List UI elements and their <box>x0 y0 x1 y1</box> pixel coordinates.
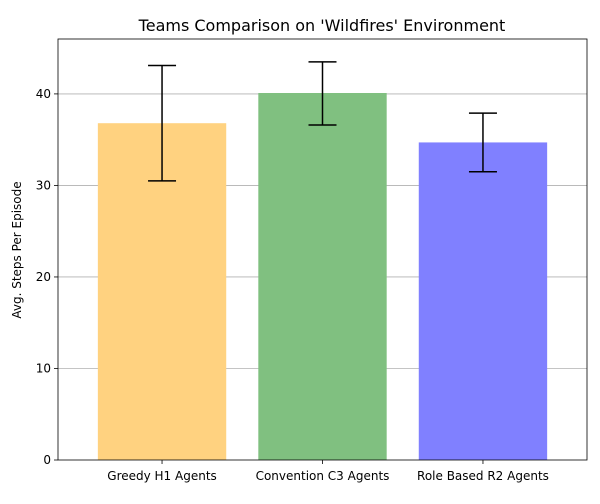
y-tick-label: 0 <box>43 453 51 467</box>
error-bars <box>148 61 497 182</box>
bar <box>418 142 548 461</box>
y-tick-label: 20 <box>36 270 51 284</box>
bar <box>258 92 387 460</box>
y-tick-label: 40 <box>36 87 51 101</box>
axes: 0 10 20 30 40 Greedy H1 Agents Convention C3 A… <box>36 38 588 483</box>
plot-frame <box>57 38 588 461</box>
x-tick-label: Convention C3 Agents <box>256 469 390 483</box>
x-tick-label: Role Based R2 Agents <box>417 469 549 483</box>
chart-title: Teams Comparison on 'Wildfires' Environm… <box>138 16 506 35</box>
bars <box>97 92 548 461</box>
y-tick-label: 30 <box>36 178 51 192</box>
y-axis-label: Avg. Steps Per Episode <box>10 181 24 318</box>
y-tick-label: 10 <box>36 361 51 375</box>
x-tick-label: Greedy H1 Agents <box>107 469 217 483</box>
